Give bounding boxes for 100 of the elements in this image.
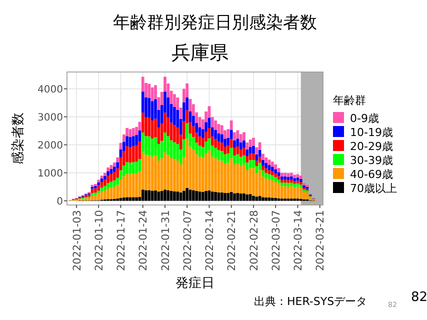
bar <box>277 176 280 180</box>
bar <box>204 153 208 191</box>
bar <box>112 180 116 187</box>
bar <box>293 184 296 188</box>
bar <box>214 138 217 148</box>
bar <box>173 159 176 192</box>
bar <box>224 192 226 201</box>
bar <box>252 146 255 154</box>
bar <box>258 162 262 170</box>
bar <box>290 180 293 183</box>
bar <box>271 162 274 167</box>
bar <box>204 191 208 201</box>
bar <box>132 128 135 136</box>
legend-label: 70歳以上 <box>350 182 397 195</box>
bar <box>210 192 214 201</box>
bar <box>132 146 135 162</box>
bar <box>296 183 300 187</box>
bar <box>252 168 255 196</box>
bar <box>192 150 195 190</box>
bar <box>271 198 274 201</box>
bar <box>284 180 286 183</box>
bar <box>299 176 302 179</box>
bar <box>264 178 268 198</box>
y-tick-label: 0 <box>56 196 63 208</box>
bar <box>271 175 274 180</box>
bar <box>132 136 135 146</box>
bar <box>271 180 274 198</box>
bar <box>233 148 236 156</box>
bar <box>128 197 132 201</box>
bar <box>264 172 268 178</box>
bar <box>268 197 271 201</box>
bar <box>226 192 230 201</box>
bar <box>150 101 154 120</box>
bar <box>100 176 104 178</box>
x-tick-label: 2022-03-14 <box>292 210 305 272</box>
bar <box>94 188 97 193</box>
bar <box>242 164 246 194</box>
x-tick-label: 2022-02-07 <box>182 210 194 272</box>
bar <box>164 152 166 190</box>
bar <box>106 171 110 176</box>
bar <box>97 182 100 186</box>
bar <box>299 178 302 182</box>
bar <box>141 132 144 152</box>
bar <box>141 112 144 132</box>
y-axis-title: 感染者数 <box>11 112 26 164</box>
bar <box>299 188 302 199</box>
bar <box>274 177 278 182</box>
bar <box>252 153 255 160</box>
bar <box>176 144 180 160</box>
legend-label: 0-9歳 <box>350 112 379 125</box>
bar <box>154 190 157 201</box>
bar <box>246 142 249 150</box>
bar <box>236 164 240 193</box>
bar <box>220 142 224 151</box>
bar <box>262 166 264 170</box>
bar <box>286 180 290 183</box>
bar <box>173 107 176 126</box>
legend-label: 10-19歳 <box>350 126 393 139</box>
bar <box>255 154 258 161</box>
bar <box>262 154 264 160</box>
bar <box>97 190 100 194</box>
bar <box>296 180 300 184</box>
bar <box>150 190 154 201</box>
bar <box>274 198 278 201</box>
bar <box>135 197 138 201</box>
bar <box>286 176 290 180</box>
legend-label: 20-29歳 <box>350 140 393 153</box>
bar <box>299 184 302 188</box>
bar <box>119 198 122 201</box>
bar <box>214 192 217 201</box>
bar <box>122 166 126 176</box>
bar <box>154 156 157 190</box>
bar <box>150 87 154 102</box>
bar <box>236 138 240 146</box>
bar <box>248 194 252 201</box>
y-tick-label: 3000 <box>38 112 63 124</box>
bar <box>126 197 128 201</box>
bar <box>144 190 148 201</box>
bar <box>248 160 252 168</box>
bar <box>201 158 204 192</box>
bar <box>135 162 138 174</box>
bar <box>106 183 110 188</box>
bar <box>88 194 91 197</box>
bar <box>106 167 110 172</box>
bar <box>166 136 170 155</box>
bar <box>264 197 268 201</box>
bar <box>188 190 192 201</box>
bar <box>277 184 280 198</box>
bar <box>274 169 278 174</box>
x-tick-label: 2022-01-31 <box>160 210 172 272</box>
bar <box>293 181 296 184</box>
bar <box>246 194 249 201</box>
bar <box>132 174 135 198</box>
bar <box>132 197 135 201</box>
bar <box>280 172 284 176</box>
bar <box>220 150 224 161</box>
bar <box>112 172 116 180</box>
bar <box>239 194 242 201</box>
bar <box>166 154 170 190</box>
y-tick-label: 2000 <box>38 140 63 152</box>
